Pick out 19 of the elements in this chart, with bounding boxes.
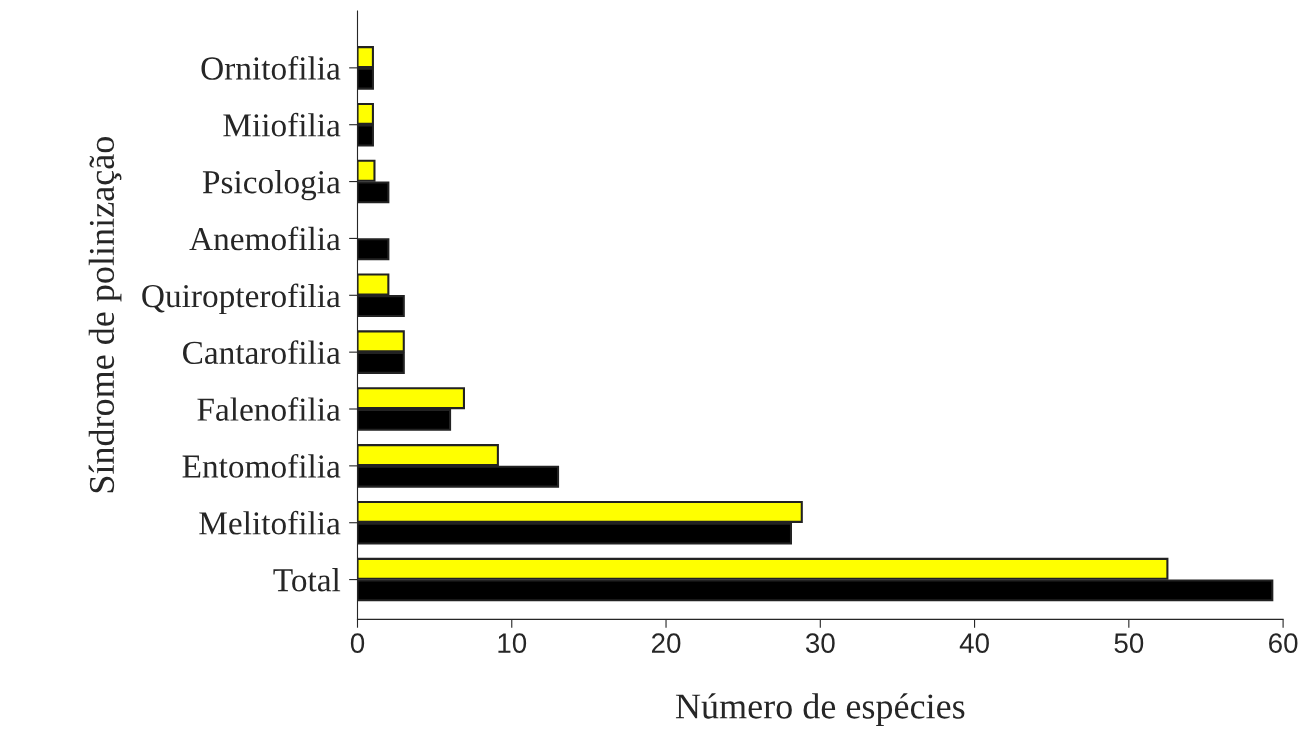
y-tick-label: Miiofilia xyxy=(223,112,341,137)
x-tick-label: 0 xyxy=(350,633,365,653)
y-tick-label: Entomofilia xyxy=(182,453,341,478)
y-tick-label: Cantarofilia xyxy=(183,340,341,365)
y-tick-label: Anemofilia xyxy=(189,226,341,251)
x-tick-label: 30 xyxy=(805,633,835,653)
y-tick-label: Quiropterofilia xyxy=(142,283,341,315)
x-axis-title: Número de espécies xyxy=(675,693,965,726)
y-tick-label: Psicologia xyxy=(202,170,341,201)
y-tick-label: Melitofilia xyxy=(199,510,341,535)
x-tick-label: 10 xyxy=(498,633,527,653)
x-tick-label: 60 xyxy=(1269,633,1298,653)
y-tick-label: Falenofilia xyxy=(197,397,341,421)
x-tick-label: 40 xyxy=(959,633,989,653)
x-tick-label: 20 xyxy=(651,633,681,653)
y-tick-label: Total xyxy=(273,568,341,592)
y-axis-title: Síndrome de polinização xyxy=(88,137,122,493)
x-tick-label: 50 xyxy=(1114,633,1144,653)
y-tick-label: Ornitofilia xyxy=(201,55,341,80)
